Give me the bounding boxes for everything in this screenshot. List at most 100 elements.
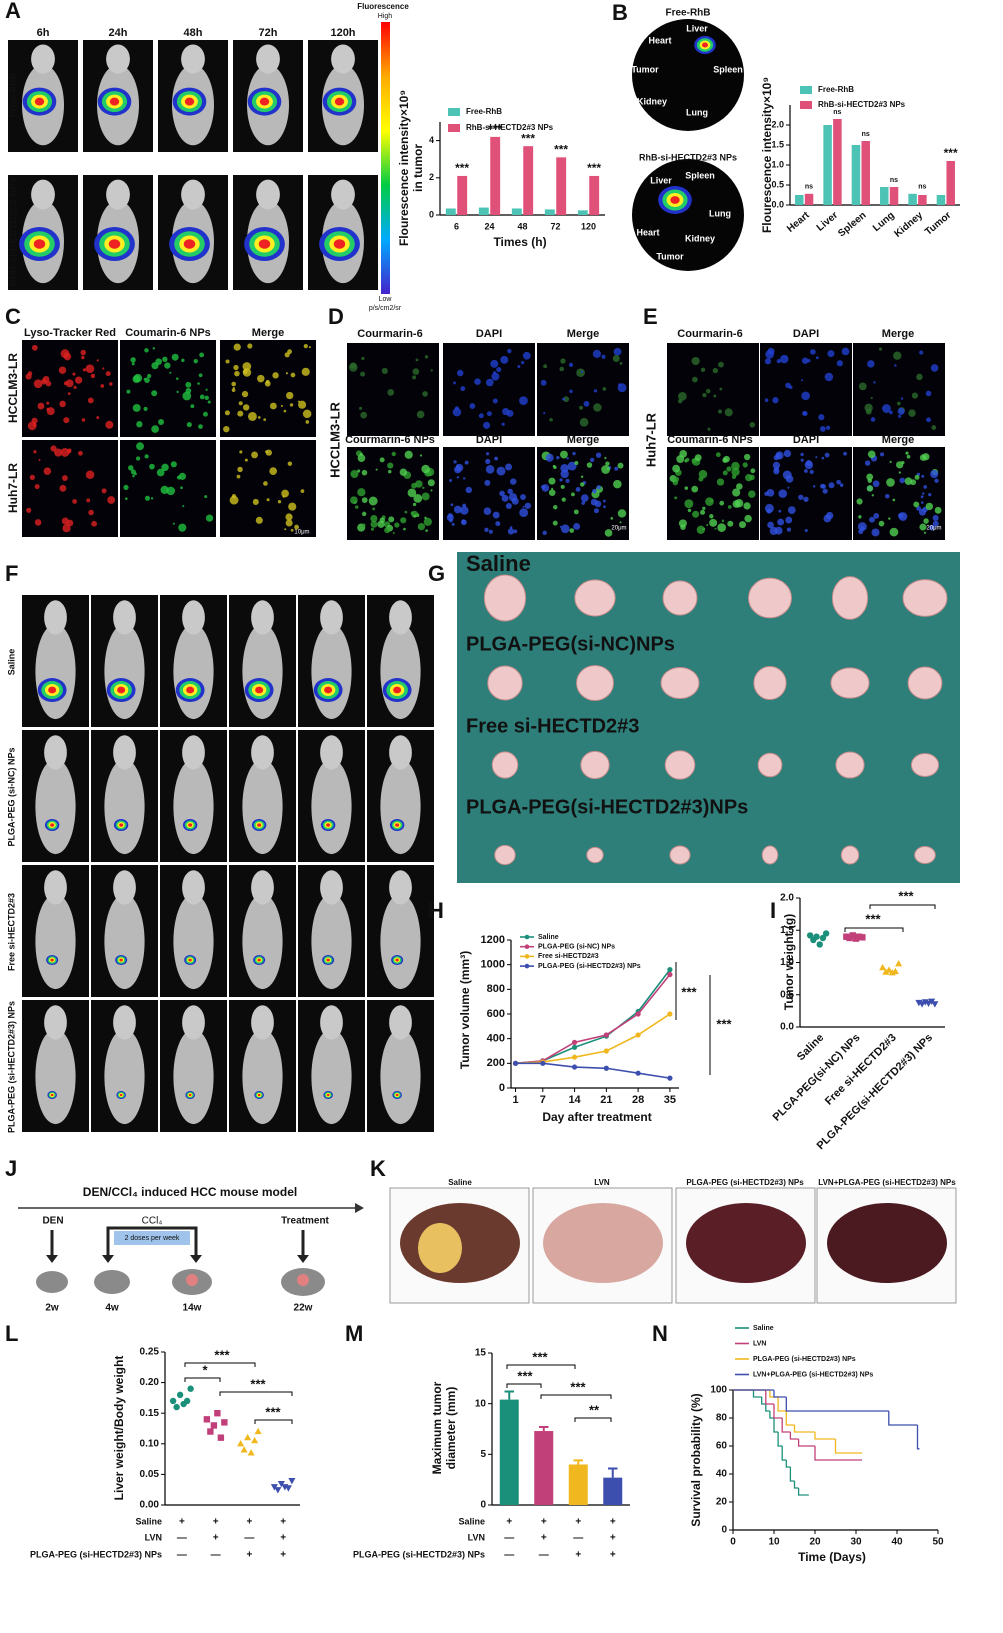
cell (160, 485, 169, 495)
legend-label: Saline (753, 1325, 774, 1332)
cell (197, 382, 200, 385)
cell (381, 367, 388, 375)
mouse-body (173, 1029, 214, 1125)
mouse-head (320, 870, 343, 905)
annotation: *** (681, 984, 697, 999)
tumor (902, 579, 948, 617)
cell (679, 450, 687, 458)
cell (280, 404, 283, 407)
cell (81, 418, 86, 422)
cell (698, 476, 704, 482)
cell (198, 424, 203, 429)
bracket (540, 1394, 612, 1399)
legend-swatch (448, 124, 460, 132)
annotation: *** (521, 131, 535, 145)
x-tick-label: 28 (632, 1094, 644, 1106)
cell (507, 348, 512, 354)
cell (124, 497, 128, 501)
y-tick-label: 4 (429, 135, 434, 145)
panel-letter: B (612, 0, 628, 25)
mouse-body (104, 624, 145, 720)
label: HCCLM3-LR (327, 401, 342, 477)
error-bar (573, 1459, 583, 1465)
cell (485, 458, 491, 465)
cell (802, 411, 807, 416)
mouse-head (113, 735, 136, 770)
cell (911, 392, 919, 399)
cell (548, 477, 556, 485)
label: Saline (448, 1178, 472, 1187)
heat-spot (395, 823, 400, 827)
cell (717, 523, 727, 532)
cell (764, 491, 769, 496)
cell (782, 470, 792, 480)
label: Merge (252, 327, 284, 339)
tumor (757, 752, 783, 778)
heat-spot (701, 42, 709, 48)
mouse-head (44, 1005, 67, 1040)
cell (572, 451, 576, 456)
cell (284, 528, 287, 531)
y-tick-label: 0 (499, 1082, 505, 1094)
label: 10μm (294, 530, 309, 536)
cell (548, 489, 556, 496)
cell (73, 385, 77, 390)
cell (61, 517, 69, 525)
cell (507, 488, 513, 495)
label: Merge (882, 328, 914, 340)
condition-label: Saline (135, 1516, 162, 1526)
cell (252, 498, 259, 505)
y-tick-label: 1.5 (771, 139, 784, 149)
liver-icon (297, 1274, 309, 1286)
mouse-body (35, 624, 76, 720)
cell (281, 489, 289, 498)
cell (568, 362, 574, 368)
cell (919, 523, 927, 531)
label: p/s/cm2/sr (369, 305, 402, 312)
legend-label: RhB-si-HECTD2#3 NPs (818, 100, 906, 109)
x-axis-title: Day after treatment (542, 1110, 651, 1124)
x-tick-label: 50 (932, 1537, 944, 1548)
cell (237, 466, 243, 473)
cell (255, 516, 263, 524)
legend-dot (524, 944, 530, 949)
cell (452, 407, 462, 417)
error-bar (539, 1425, 549, 1432)
label: High (378, 13, 393, 20)
dot (891, 967, 899, 975)
tumor (576, 664, 614, 702)
cell (815, 356, 819, 360)
x-tick-label: 14 (568, 1094, 581, 1106)
cell (26, 507, 32, 513)
point (571, 1054, 578, 1060)
cell (190, 404, 195, 409)
cell (803, 496, 809, 502)
cell (619, 521, 622, 524)
cell (774, 466, 779, 472)
y-tick-label: 0.0 (771, 199, 784, 209)
cell (559, 525, 562, 528)
cell (485, 378, 494, 387)
condition-mark: — (244, 1533, 254, 1544)
cell (923, 485, 928, 489)
cell (198, 373, 203, 378)
cell (453, 505, 462, 514)
cell (931, 425, 937, 430)
y-tick-label: 1.0 (771, 159, 784, 169)
dot (274, 1487, 282, 1494)
annotation: ns (833, 109, 841, 116)
cell (825, 425, 831, 430)
cell (172, 522, 175, 525)
cell (562, 397, 566, 401)
cell (143, 406, 148, 411)
cell (744, 453, 751, 461)
y-axis-title: Liver weight/Body weight (112, 1356, 126, 1501)
cell (42, 376, 50, 383)
cell (151, 362, 159, 370)
label: LVN (594, 1178, 610, 1187)
cell (234, 370, 240, 377)
tumor (494, 844, 516, 866)
point (540, 1060, 546, 1066)
cell (872, 480, 880, 488)
label: Coumarin-6 NPs (125, 327, 211, 339)
